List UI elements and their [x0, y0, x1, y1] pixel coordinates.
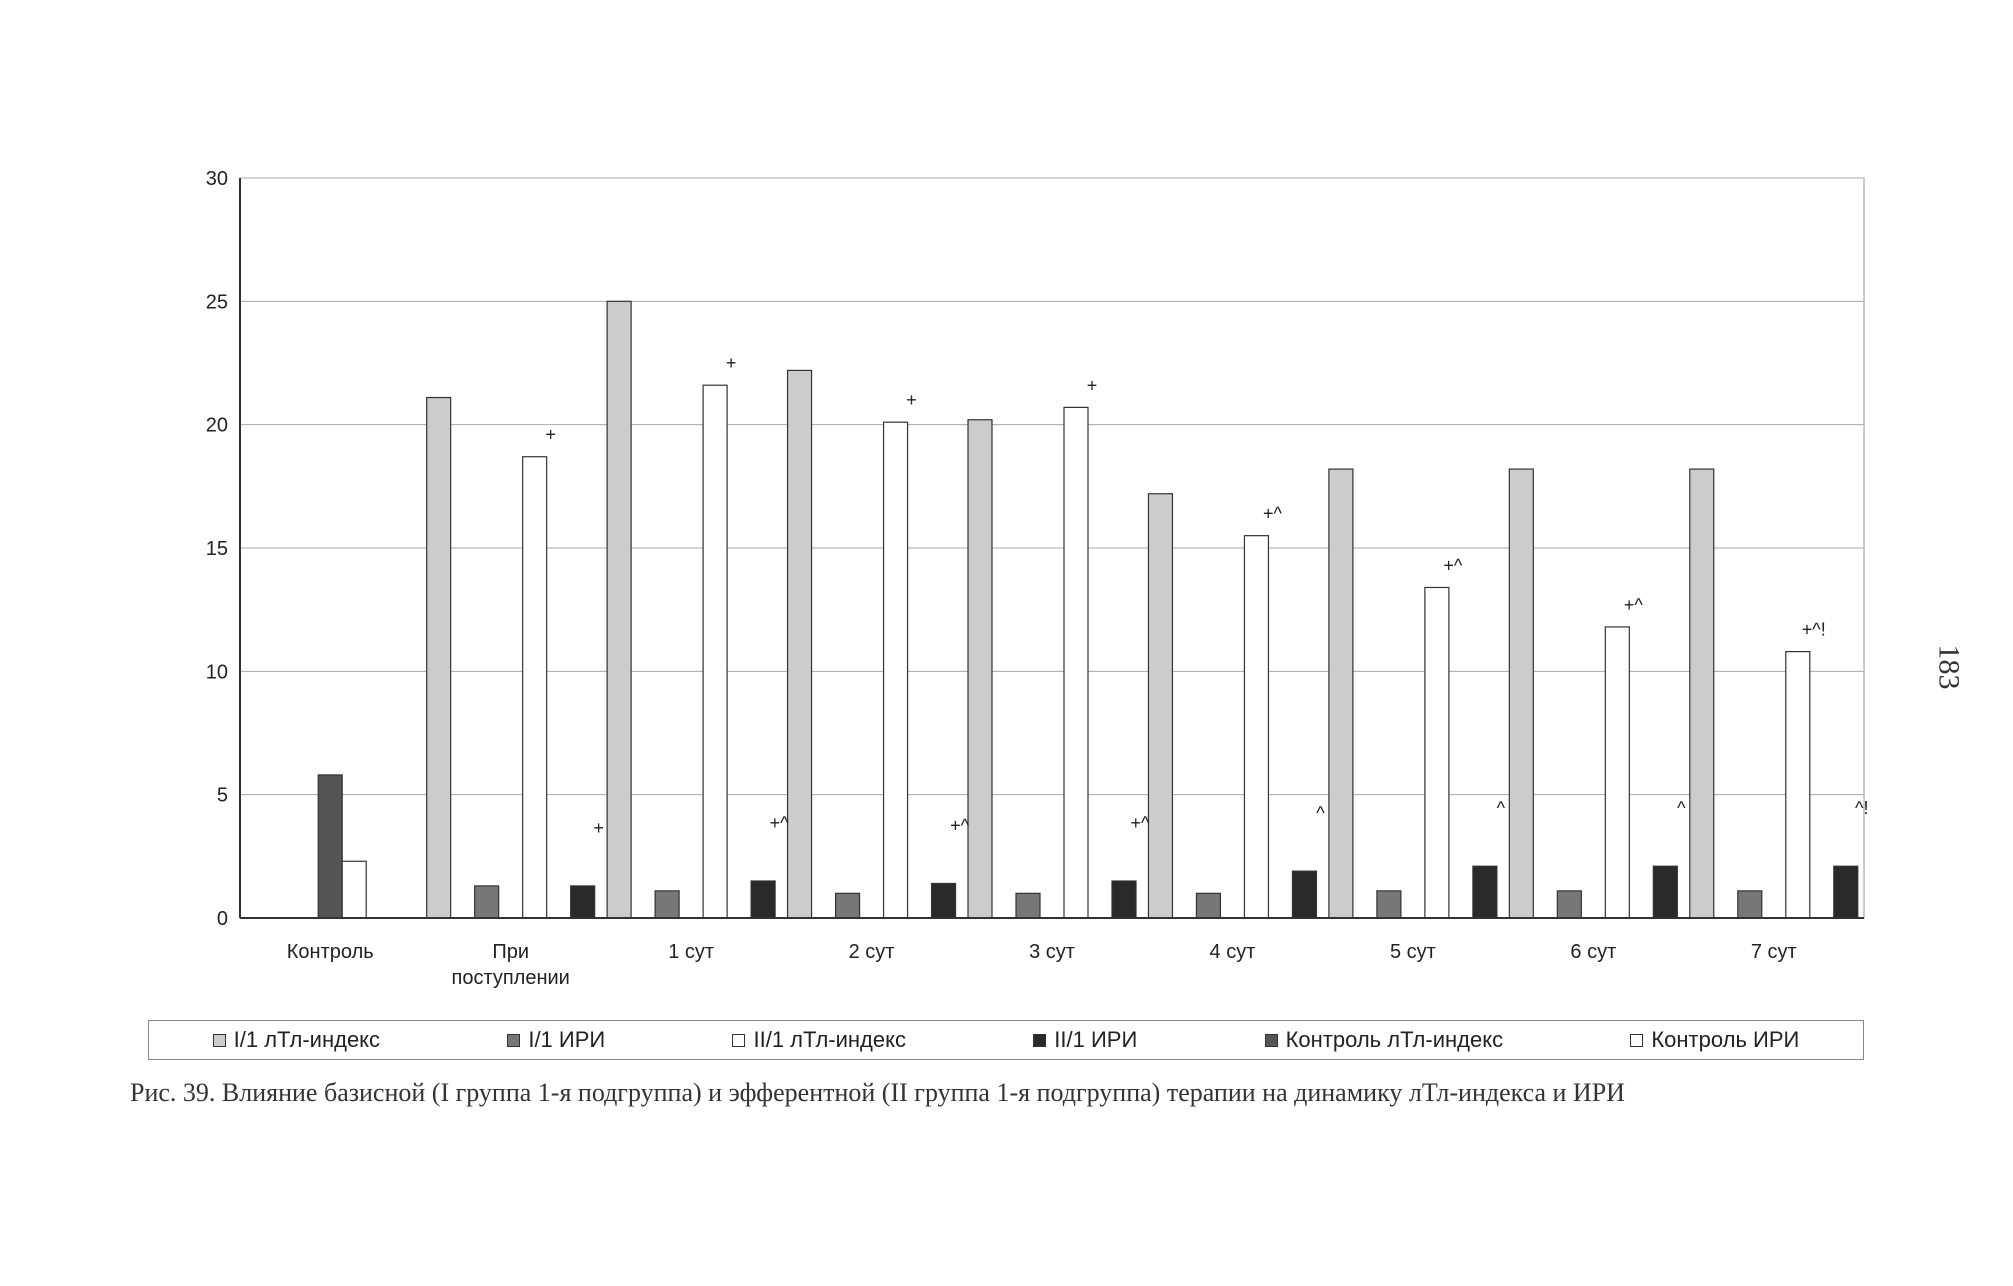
- legend-swatch: [1264, 1033, 1278, 1047]
- legend-entry: II/1 ИРИ: [1033, 1027, 1137, 1053]
- x-tick-label: 4 сут: [1210, 941, 1256, 963]
- legend-entry: II/1 лТл-индекс: [732, 1027, 906, 1053]
- bar: [606, 300, 632, 919]
- bar: [654, 890, 680, 919]
- bar: [1737, 890, 1763, 919]
- significance-marker: ^!: [1855, 798, 1868, 818]
- significance-marker: +^: [1263, 504, 1283, 524]
- x-tick-label: 5 сут: [1390, 941, 1436, 963]
- legend-label: II/1 лТл-индекс: [753, 1027, 907, 1052]
- bar: [1147, 493, 1174, 919]
- significance-marker: +: [906, 390, 917, 410]
- legend-label: Контроль ИРИ: [1651, 1027, 1800, 1052]
- bar: [341, 860, 367, 919]
- x-tick-label: При поступлении: [451, 941, 569, 989]
- bar: [1785, 650, 1811, 919]
- significance-marker: ^: [1677, 798, 1686, 818]
- bar: [1063, 406, 1089, 919]
- legend-swatch: [1033, 1033, 1047, 1047]
- y-tick-label: 5: [217, 785, 228, 807]
- legend-entry: I/1 ИРИ: [507, 1027, 605, 1053]
- x-tick-label: Контроль: [287, 941, 374, 963]
- bar: [570, 885, 596, 919]
- bar: [750, 880, 776, 919]
- significance-marker: +^: [1443, 555, 1463, 575]
- legend-swatch: [507, 1033, 521, 1047]
- bar: [1328, 468, 1354, 919]
- legend-label: Контроль лТл-индекс: [1285, 1027, 1504, 1052]
- bar: [702, 384, 728, 919]
- x-tick-label: 6 сут: [1570, 941, 1616, 963]
- significance-marker: +^!: [1802, 620, 1826, 640]
- bar: [967, 419, 993, 919]
- y-tick-label: 20: [206, 415, 228, 437]
- bar: [1833, 865, 1859, 919]
- bar: [1015, 892, 1041, 919]
- bar: [522, 456, 548, 919]
- y-tick-label: 30: [206, 168, 228, 190]
- bar: [1195, 892, 1222, 919]
- bar: [786, 369, 813, 919]
- legend-swatch: [1630, 1033, 1644, 1047]
- bar: [474, 885, 500, 919]
- significance-marker: +^: [1624, 595, 1644, 615]
- bar: [1652, 865, 1678, 919]
- bar: [317, 774, 343, 919]
- bar: [834, 892, 861, 919]
- significance-marker: +^: [950, 815, 970, 835]
- bar: [930, 882, 957, 919]
- significance-marker: +: [1087, 375, 1098, 395]
- bar: [1291, 870, 1318, 919]
- y-tick-label: 0: [217, 908, 228, 930]
- y-tick-label: 25: [206, 291, 228, 313]
- x-tick-label: 1 сут: [668, 941, 714, 963]
- x-tick-label: 3 сут: [1029, 941, 1075, 963]
- bar: [1508, 468, 1534, 919]
- bar: [1424, 586, 1450, 919]
- bar: [1689, 468, 1715, 919]
- chart-legend: I/1 лТл-индекс I/1 ИРИ II/1 лТл-индекс II/1…: [148, 1020, 1864, 1060]
- x-tick-label: 7 сут: [1751, 941, 1797, 963]
- bar: [1472, 865, 1498, 919]
- bar: [1243, 535, 1270, 919]
- significance-marker: +: [726, 353, 737, 373]
- significance-marker: +: [593, 818, 604, 838]
- legend-entry: Контроль ИРИ: [1630, 1027, 1799, 1053]
- y-tick-label: 15: [206, 538, 228, 560]
- legend-label: I/1 ИРИ: [528, 1027, 606, 1052]
- significance-marker: ^: [1497, 798, 1506, 818]
- bar: [426, 396, 452, 919]
- legend-label: II/1 ИРИ: [1054, 1027, 1138, 1052]
- bar: [1376, 890, 1402, 919]
- bar: [1556, 890, 1582, 919]
- bar: [1604, 626, 1630, 919]
- bar: [1111, 880, 1137, 919]
- significance-marker: +^: [1131, 813, 1151, 833]
- legend-swatch: [212, 1033, 226, 1047]
- bar-chart: 0 5 10 15 20 25 30 + + + +^ + +^ + +^ +^ ^ +^ ^ +^ ^ +^! ^! К…: [206, 168, 1869, 989]
- x-tick-label: 2 сут: [849, 941, 895, 963]
- figure-caption: Рис. 39. Влияние базисной (I группа 1-я …: [130, 1078, 1625, 1107]
- legend-label: I/1 лТл-индекс: [233, 1027, 381, 1052]
- legend-entry: Контроль лТл-индекс: [1264, 1027, 1504, 1053]
- bar: [882, 421, 909, 919]
- y-tick-label: 10: [206, 661, 228, 683]
- significance-marker: +: [545, 425, 556, 445]
- significance-marker: ^: [1316, 803, 1325, 823]
- legend-swatch: [732, 1033, 746, 1047]
- significance-marker: +^: [770, 813, 790, 833]
- legend-entry: I/1 лТл-индекс: [212, 1027, 381, 1053]
- page-number: 183: [1932, 644, 1966, 690]
